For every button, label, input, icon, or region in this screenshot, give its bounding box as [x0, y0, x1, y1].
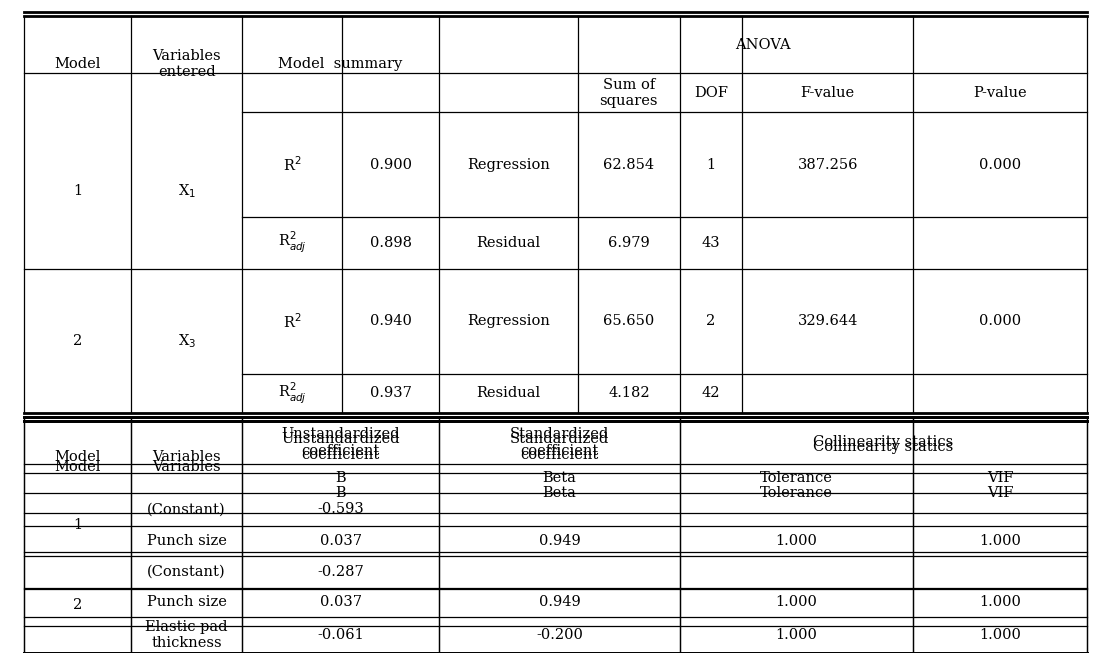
Text: 1: 1 [73, 183, 82, 198]
Text: 1.000: 1.000 [775, 628, 818, 642]
Text: -0.200: -0.200 [536, 628, 583, 642]
Text: (Constant): (Constant) [148, 502, 226, 517]
Text: 0.949: 0.949 [539, 596, 580, 609]
Text: R$^2$: R$^2$ [283, 155, 301, 174]
Text: 6.979: 6.979 [608, 236, 650, 250]
Text: 62.854: 62.854 [603, 157, 654, 172]
Text: Standardized
coefficient: Standardized coefficient [510, 432, 609, 462]
Text: 329.644: 329.644 [798, 314, 858, 328]
Text: 1.000: 1.000 [775, 534, 818, 548]
Text: B: B [336, 471, 346, 485]
Text: 1: 1 [73, 518, 82, 532]
Text: Model: Model [54, 57, 101, 71]
Text: Collinearity statics: Collinearity statics [813, 436, 953, 449]
Text: Tolerance: Tolerance [760, 486, 833, 500]
Text: Model  summary: Model summary [279, 57, 402, 71]
Text: 0.940: 0.940 [370, 314, 411, 328]
Text: 2: 2 [73, 597, 82, 612]
Text: 43: 43 [702, 236, 720, 250]
Text: Regression: Regression [467, 314, 550, 328]
Text: R$^2$: R$^2$ [283, 312, 301, 330]
Text: Model: Model [54, 460, 101, 474]
Text: P-value: P-value [973, 86, 1027, 100]
Text: VIF: VIF [987, 486, 1013, 500]
Text: ANOVA: ANOVA [734, 38, 791, 52]
Text: X$_3$: X$_3$ [178, 332, 196, 350]
Text: Punch size: Punch size [147, 534, 227, 548]
Text: Residual: Residual [477, 236, 540, 250]
Text: Variables
entered: Variables entered [152, 49, 221, 80]
Text: 65.650: 65.650 [603, 314, 654, 328]
Text: 1.000: 1.000 [775, 596, 818, 609]
Text: R$^2_{adj}$: R$^2_{adj}$ [278, 381, 307, 406]
Text: 0.037: 0.037 [320, 534, 361, 548]
Text: 1.000: 1.000 [979, 534, 1021, 548]
Text: Unstandardized
coefficient: Unstandardized coefficient [281, 432, 400, 462]
Text: (Constant): (Constant) [148, 565, 226, 579]
Text: 2: 2 [73, 334, 82, 348]
Text: 0.000: 0.000 [979, 314, 1021, 328]
Text: 387.256: 387.256 [798, 157, 858, 172]
Text: Regression: Regression [467, 157, 550, 172]
Text: 0.037: 0.037 [320, 596, 361, 609]
Text: R$^2_{adj}$: R$^2_{adj}$ [278, 231, 307, 255]
Text: Model: Model [54, 450, 101, 464]
Text: 1: 1 [707, 157, 715, 172]
Text: -0.593: -0.593 [317, 502, 364, 517]
Text: -0.061: -0.061 [317, 628, 364, 642]
Text: 4.182: 4.182 [608, 386, 650, 400]
Text: 0.949: 0.949 [539, 534, 580, 548]
Text: Beta: Beta [542, 486, 577, 500]
Text: DOF: DOF [694, 86, 728, 100]
Text: 0.900: 0.900 [370, 157, 411, 172]
Text: Elastic pad
thickness: Elastic pad thickness [146, 620, 228, 650]
Text: B: B [336, 486, 346, 500]
Text: Variables: Variables [152, 450, 221, 464]
Text: Variables: Variables [152, 460, 221, 474]
Text: Residual: Residual [477, 386, 540, 400]
Text: 0.000: 0.000 [979, 157, 1021, 172]
Text: Collinearity statics: Collinearity statics [813, 440, 953, 454]
Text: 42: 42 [702, 386, 720, 400]
Text: Sum of
squares: Sum of squares [600, 78, 658, 108]
Text: -0.287: -0.287 [317, 565, 364, 579]
Text: 0.898: 0.898 [370, 236, 411, 250]
Text: Beta: Beta [542, 471, 577, 485]
Text: Punch size: Punch size [147, 596, 227, 609]
Text: Standardized
coefficient: Standardized coefficient [510, 427, 609, 458]
Text: 1.000: 1.000 [979, 596, 1021, 609]
Text: 0.937: 0.937 [370, 386, 411, 400]
Text: X$_1$: X$_1$ [178, 182, 196, 200]
Text: 1.000: 1.000 [979, 628, 1021, 642]
Text: Unstandardized
coefficient: Unstandardized coefficient [281, 427, 400, 458]
Text: VIF: VIF [987, 471, 1013, 485]
Text: F-value: F-value [801, 86, 854, 100]
Text: Tolerance: Tolerance [760, 471, 833, 485]
Text: 2: 2 [707, 314, 715, 328]
